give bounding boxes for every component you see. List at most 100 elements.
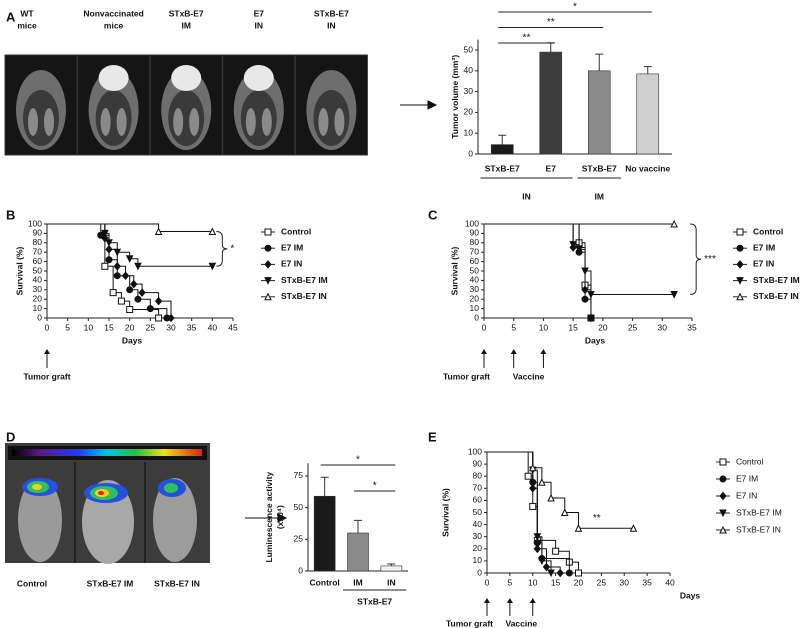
marker bbox=[134, 262, 142, 271]
x-tick-label: 25 bbox=[146, 322, 156, 332]
marker bbox=[736, 277, 744, 285]
x-tick-label: 15 bbox=[104, 322, 114, 332]
marker bbox=[565, 569, 573, 577]
marker bbox=[581, 285, 589, 295]
y-tick-label: 100 bbox=[465, 218, 479, 228]
image-header: mice bbox=[104, 20, 124, 30]
panel-label: E bbox=[428, 429, 437, 444]
event-label: Vaccine bbox=[513, 371, 545, 381]
marker bbox=[264, 277, 272, 285]
marker bbox=[538, 557, 546, 566]
group-label: IM bbox=[595, 191, 604, 201]
x-tick-label: 5 bbox=[511, 322, 516, 332]
x-tick-label: 0 bbox=[485, 577, 490, 587]
marker bbox=[560, 508, 569, 516]
marker bbox=[113, 248, 122, 257]
marker bbox=[556, 568, 564, 578]
x-tick-label: 30 bbox=[658, 322, 668, 332]
y-tick-label: 70 bbox=[473, 483, 483, 493]
x-tick-label: 0 bbox=[482, 322, 487, 332]
legend-label: STxB-E7 IM bbox=[753, 275, 800, 285]
annotation: ** bbox=[593, 513, 601, 524]
x-tick-label: 30 bbox=[620, 577, 630, 587]
mri-texture bbox=[261, 108, 272, 136]
y-tick-label: 0 bbox=[474, 312, 479, 322]
y-tick-label: 80 bbox=[33, 237, 43, 247]
marker bbox=[552, 547, 560, 555]
x-tick-label: Control bbox=[310, 577, 340, 587]
arrow bbox=[245, 100, 438, 523]
significance-label: ** bbox=[547, 17, 555, 28]
image-header: WT bbox=[20, 8, 34, 18]
y-tick-label: 50 bbox=[33, 265, 43, 275]
survival-curve bbox=[484, 223, 592, 318]
y-tick-label: 30 bbox=[33, 284, 43, 294]
legend-label: E7 IN bbox=[753, 259, 774, 269]
legend-label: Control bbox=[736, 456, 764, 466]
marker bbox=[264, 228, 272, 236]
marker bbox=[533, 533, 542, 541]
marker bbox=[538, 478, 546, 486]
y-tick-label: 60 bbox=[33, 256, 43, 266]
x-tick-label: 5 bbox=[508, 577, 513, 587]
x-tick-label: 20 bbox=[598, 322, 608, 332]
event-arrowhead bbox=[529, 598, 536, 603]
mri-texture bbox=[100, 108, 111, 136]
y-tick-label: 10 bbox=[464, 127, 474, 137]
marker bbox=[125, 255, 134, 263]
x-tick-label: 10 bbox=[539, 322, 549, 332]
x-tick-label: 15 bbox=[568, 322, 578, 332]
legend-label: Control bbox=[753, 226, 783, 236]
marker bbox=[109, 289, 117, 297]
marker bbox=[130, 279, 138, 289]
image-header: E7 bbox=[254, 8, 265, 18]
marker bbox=[542, 562, 551, 572]
bar bbox=[636, 73, 660, 155]
y-tick-label: 40 bbox=[33, 275, 43, 285]
y-axis-label: Luminescence activity bbox=[264, 472, 274, 563]
survival-curve bbox=[487, 451, 634, 529]
y-axis-label: Survival (%) bbox=[440, 488, 450, 537]
y-tick-label: 70 bbox=[33, 246, 43, 256]
significance-label: * bbox=[356, 455, 360, 466]
significance-label: * bbox=[573, 2, 577, 13]
marker bbox=[154, 227, 163, 236]
marker bbox=[719, 509, 727, 518]
marker bbox=[719, 475, 727, 483]
marker bbox=[113, 272, 121, 280]
marker bbox=[208, 262, 217, 271]
legend-label: E7 IM bbox=[753, 242, 775, 252]
marker bbox=[121, 271, 130, 280]
x-tick-label: E7 bbox=[546, 163, 557, 173]
x-tick-label: 45 bbox=[228, 322, 238, 332]
marker bbox=[629, 524, 638, 532]
legend-label: E7 IN bbox=[281, 259, 302, 269]
error-bar bbox=[643, 66, 652, 74]
event-arrowhead bbox=[481, 349, 487, 354]
image-header: IM bbox=[181, 20, 190, 30]
legend-label: STxB-E7 IN bbox=[736, 524, 781, 534]
bar bbox=[587, 70, 611, 155]
event-arrowhead bbox=[540, 349, 547, 354]
marker bbox=[736, 260, 744, 269]
mri-tumor bbox=[98, 65, 129, 91]
event-label: Vaccine bbox=[505, 618, 537, 628]
marker bbox=[719, 525, 727, 534]
marker bbox=[113, 262, 121, 271]
mri-texture bbox=[116, 108, 127, 136]
marker bbox=[154, 296, 163, 306]
survival-curve bbox=[484, 223, 592, 318]
mri-tumor bbox=[243, 65, 274, 91]
y-tick-label: 0 bbox=[468, 148, 473, 158]
y-tick-label: 90 bbox=[33, 228, 43, 238]
mri-tumor bbox=[171, 65, 202, 91]
marker bbox=[167, 313, 175, 323]
image-label: STxB-E7 IM bbox=[87, 578, 134, 588]
x-tick-label: IM bbox=[353, 577, 362, 587]
error-bar bbox=[595, 53, 604, 71]
y-tick-label: 0 bbox=[298, 565, 303, 575]
marker bbox=[117, 297, 125, 305]
event-arrowhead bbox=[44, 349, 50, 354]
marker bbox=[134, 295, 142, 303]
error-bar bbox=[546, 42, 555, 53]
